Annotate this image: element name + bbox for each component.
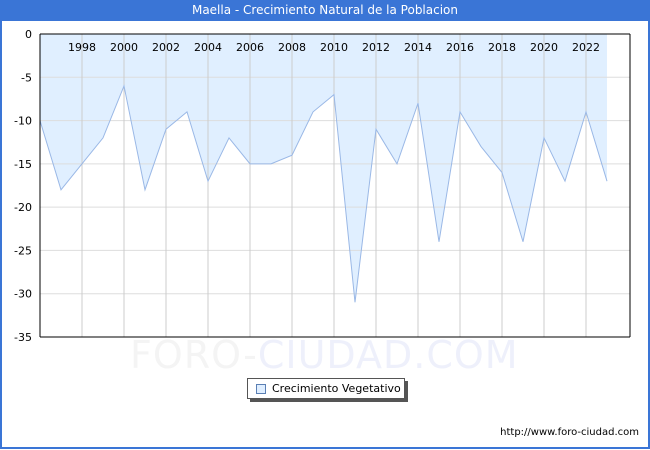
x-tick-label: 2012 xyxy=(362,41,390,54)
source-link[interactable]: http://www.foro-ciudad.com xyxy=(500,427,639,438)
x-tick-label: 2014 xyxy=(404,41,432,54)
x-tick-label: 2018 xyxy=(488,41,516,54)
watermark: FORO-CIUDAD.COM xyxy=(130,333,519,377)
y-tick-label: -25 xyxy=(14,244,32,257)
square-swatch-icon xyxy=(256,384,266,394)
x-tick-label: 2004 xyxy=(194,41,222,54)
y-tick-label: -5 xyxy=(21,71,32,84)
y-tick-label: -15 xyxy=(14,158,32,171)
watermark-part2: CIUDAD.COM xyxy=(257,333,519,377)
x-tick-label: 2016 xyxy=(446,41,474,54)
y-tick-label: 0 xyxy=(25,28,32,41)
data-line xyxy=(39,84,608,303)
x-tick-label: 2022 xyxy=(572,41,600,54)
area-fill xyxy=(40,34,607,303)
legend: Crecimiento Vegetativo xyxy=(247,378,405,399)
y-tick-label: -10 xyxy=(14,115,32,128)
x-tick-label: 2008 xyxy=(278,41,306,54)
x-tick-label: 2020 xyxy=(530,41,558,54)
x-tick-label: 2010 xyxy=(320,41,348,54)
legend-label: Crecimiento Vegetativo xyxy=(272,382,401,395)
y-tick-label: -35 xyxy=(14,331,32,344)
x-tick-label: 1998 xyxy=(68,41,96,54)
watermark-part1: FORO- xyxy=(130,333,258,377)
x-tick-label: 2006 xyxy=(236,41,264,54)
x-tick-label: 2002 xyxy=(152,41,180,54)
y-tick-label: -20 xyxy=(14,201,32,214)
x-tick-label: 2000 xyxy=(110,41,138,54)
chart-title: Maella - Crecimiento Natural de la Pobla… xyxy=(0,0,650,21)
y-tick-label: -30 xyxy=(14,288,32,301)
